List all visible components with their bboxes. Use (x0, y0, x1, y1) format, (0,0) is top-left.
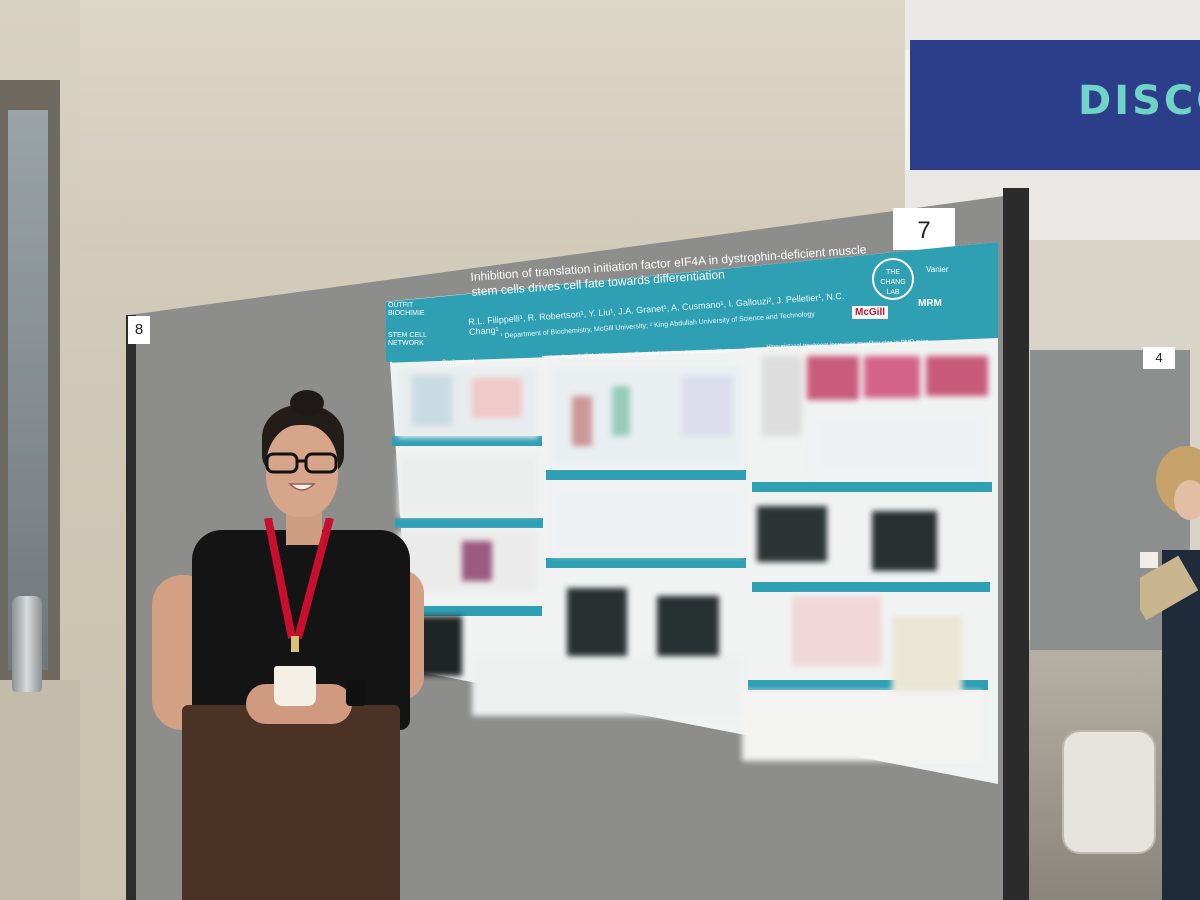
section-bar (752, 582, 990, 592)
coffee-cup-icon (274, 666, 316, 706)
lanyard (264, 518, 334, 652)
section-bar (392, 436, 542, 446)
board-number-left: 8 (128, 316, 150, 344)
logo-left-top: OUTFIT BIOCHIMIE (388, 302, 425, 317)
glasses-icon (265, 452, 338, 474)
window-ledge (0, 680, 80, 900)
institute-logo: OUTFIT BIOCHIMIE STEM CELL NETWORK (388, 302, 438, 347)
section-bar (748, 680, 988, 690)
chang-lab-logo: THE CHANG LAB (872, 258, 914, 300)
section-bar (395, 518, 543, 528)
poster-figures-blurred (398, 356, 988, 761)
mcgill-logo: McGill (852, 306, 889, 319)
upper-wall (80, 0, 910, 250)
hair-bun (290, 390, 324, 416)
brown-pants (182, 705, 400, 900)
board-number-main: 7 (893, 208, 955, 250)
backpack (1062, 730, 1156, 854)
mrm-logo: MRM (918, 298, 942, 309)
smartwatch (346, 680, 366, 706)
board-pole (1003, 188, 1029, 900)
water-bottle (12, 596, 42, 692)
vanier-logo: Vanier (926, 265, 949, 274)
section-bar (546, 470, 746, 480)
section-bar (752, 482, 992, 492)
section-bar (546, 558, 746, 568)
person-right (1140, 446, 1200, 900)
window-glass (8, 110, 48, 670)
logo-left-bottom: STEM CELL NETWORK (388, 332, 427, 347)
smile (288, 483, 316, 491)
board-frame (126, 315, 136, 900)
discovery-banner (910, 40, 1200, 170)
board-number-right: 4 (1143, 347, 1175, 369)
section-bar (410, 606, 542, 616)
banner-text: DISCO (1078, 78, 1200, 124)
